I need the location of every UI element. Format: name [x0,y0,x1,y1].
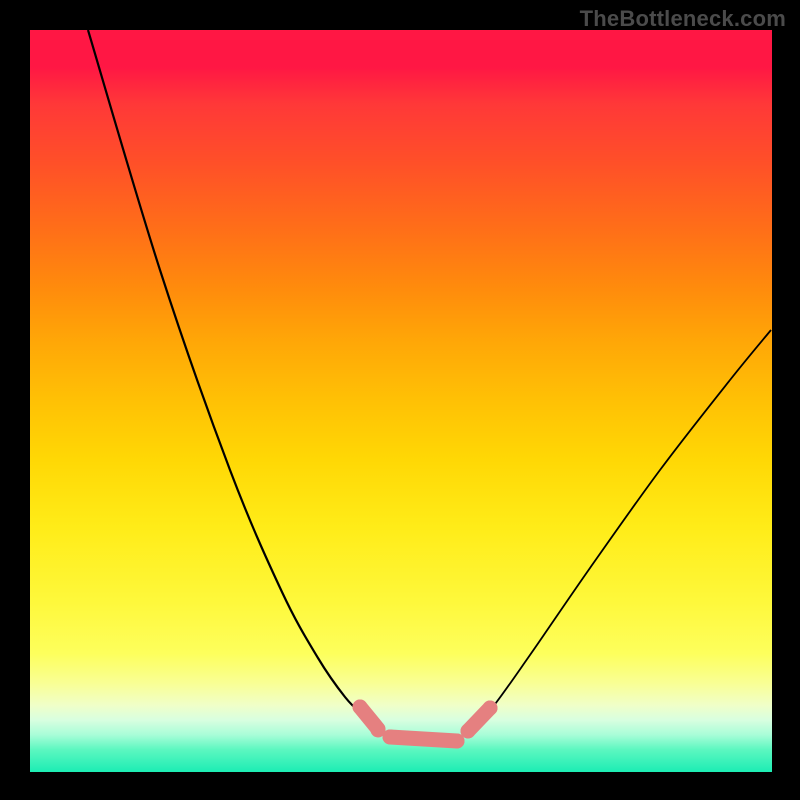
accent-markers [353,700,498,749]
accent-dot [383,730,398,745]
curve-layer [30,30,772,772]
accent-dot [353,700,368,715]
plot-area [30,30,772,772]
watermark-text: TheBottleneck.com [580,6,786,32]
bottleneck-curve-right [472,330,771,727]
accent-dot [483,701,498,716]
accent-dot [461,724,476,739]
bottleneck-curve-left [88,30,378,726]
accent-segment [390,737,457,741]
